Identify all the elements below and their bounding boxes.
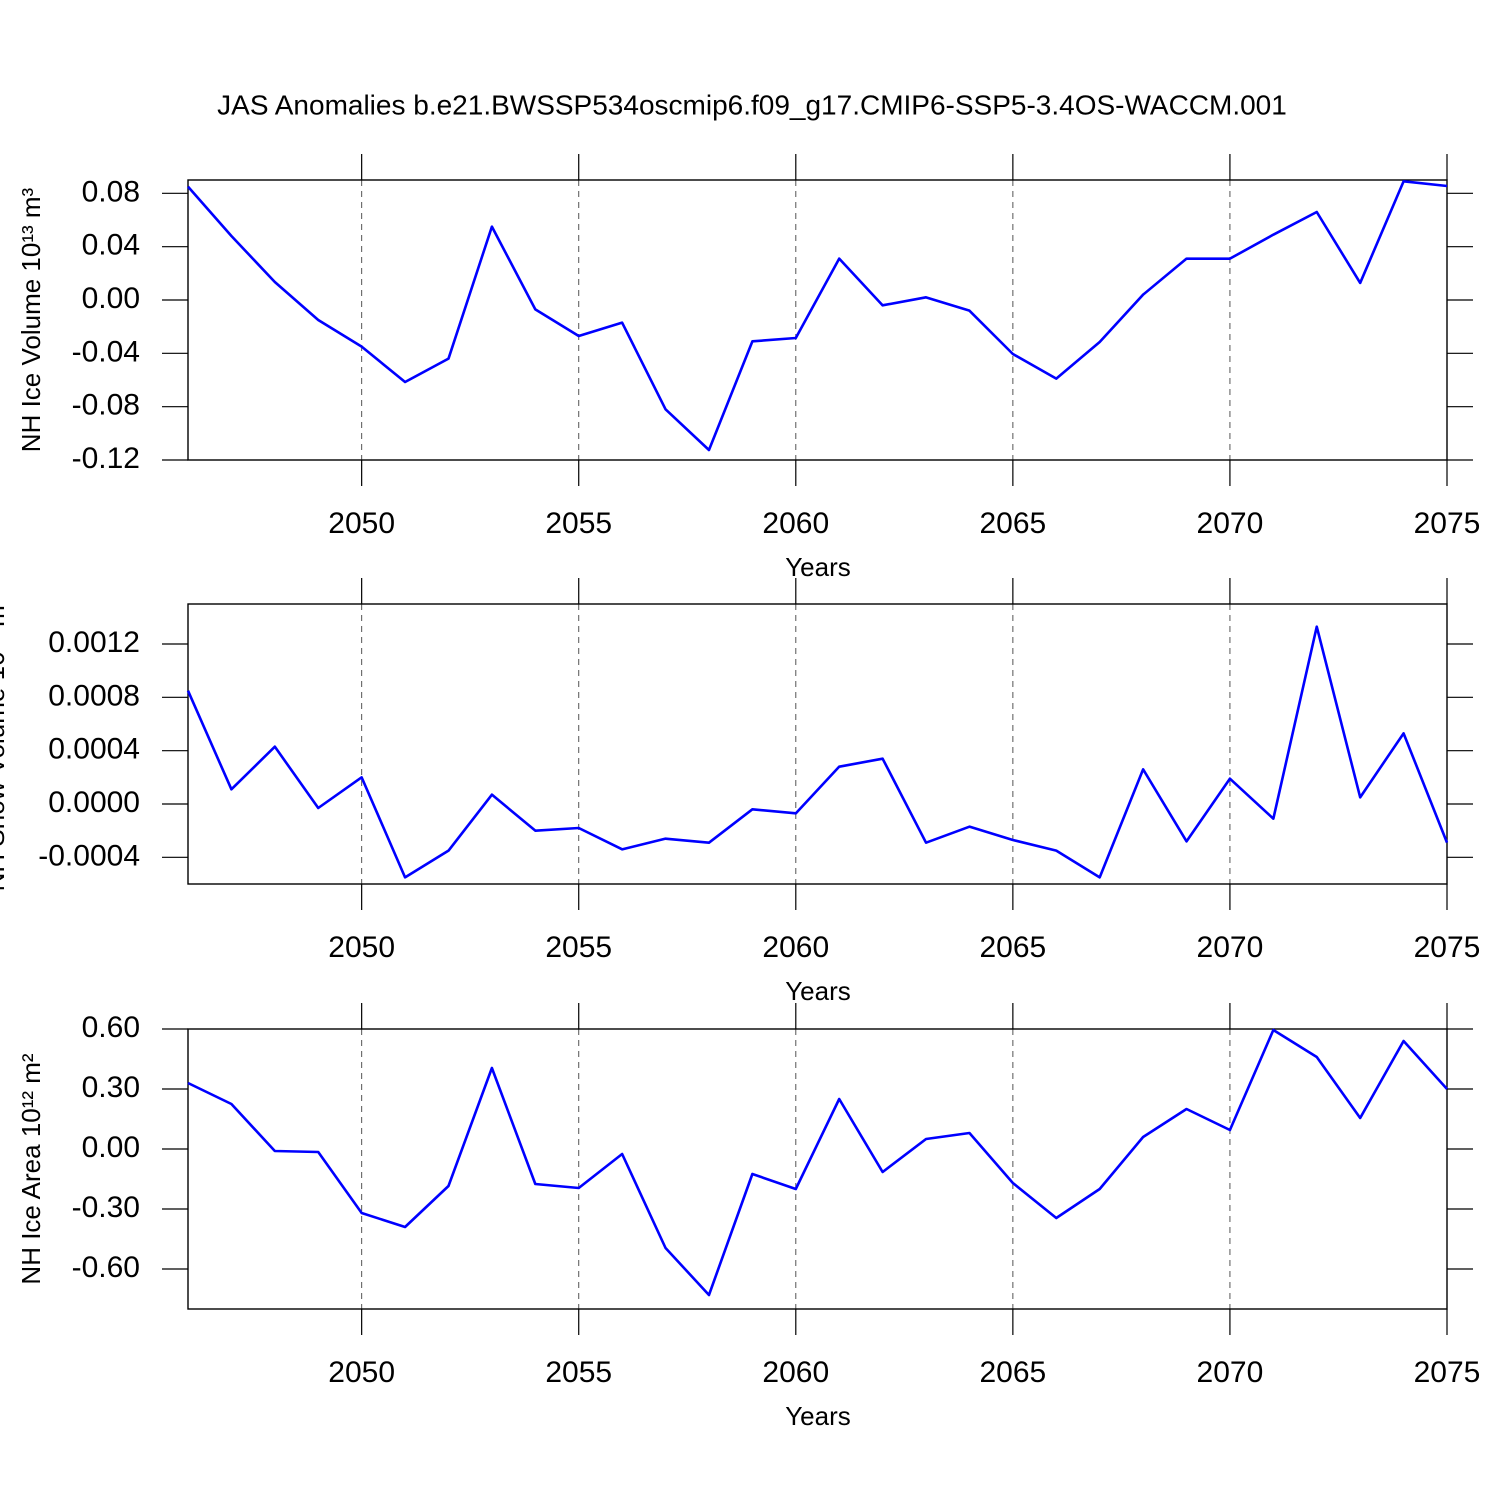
x-tick-label: 2075 xyxy=(1414,1356,1481,1389)
y-tick-label: 0.30 xyxy=(82,1071,140,1104)
data-line xyxy=(187,180,1448,452)
x-tick-label: 2070 xyxy=(1197,1356,1264,1389)
x-axis-label: Years xyxy=(785,552,851,582)
x-tick-label: 2070 xyxy=(1197,931,1264,964)
x-tick-label: 2060 xyxy=(762,507,829,540)
y-tick-label: -0.30 xyxy=(72,1191,140,1224)
x-tick-label: 2065 xyxy=(979,507,1046,540)
y-tick-label: 0.00 xyxy=(82,282,140,315)
x-tick-label: 2075 xyxy=(1414,931,1481,964)
y-tick-label: -0.12 xyxy=(72,442,140,475)
x-tick-label: 2050 xyxy=(328,931,395,964)
x-tick-label: 2065 xyxy=(979,1356,1046,1389)
y-axis-label: NH Ice Volume 10¹³ m³ xyxy=(16,187,46,452)
y-tick-label: -0.60 xyxy=(72,1251,140,1284)
x-tick-label: 2050 xyxy=(328,1356,395,1389)
y-tick-label: 0.0012 xyxy=(48,626,140,659)
plot-frame xyxy=(187,1028,1448,1310)
y-tick-label: 0.00 xyxy=(82,1131,140,1164)
plot-frame xyxy=(187,603,1448,885)
y-tick-label: 0.04 xyxy=(82,229,140,262)
y-tick-label: 0.0008 xyxy=(48,679,140,712)
plot-frame xyxy=(187,179,1448,461)
y-tick-label: 0.0000 xyxy=(48,786,140,819)
x-tick-label: 2055 xyxy=(545,507,612,540)
x-tick-label: 2055 xyxy=(545,931,612,964)
y-tick-label: 0.08 xyxy=(82,175,140,208)
x-tick-label: 2075 xyxy=(1414,507,1481,540)
data-line xyxy=(187,1028,1448,1297)
data-line xyxy=(186,625,1449,879)
x-axis-label: Years xyxy=(785,1401,851,1431)
x-tick-label: 2060 xyxy=(762,931,829,964)
y-tick-label: -0.08 xyxy=(72,389,140,422)
y-tick-label: 0.60 xyxy=(82,1011,140,1044)
y-axis-label: NH Ice Area 10¹² m² xyxy=(16,1053,46,1285)
x-tick-label: 2070 xyxy=(1197,507,1264,540)
y-tick-label: 0.0004 xyxy=(48,733,140,766)
x-tick-label: 2065 xyxy=(979,931,1046,964)
x-tick-label: 2055 xyxy=(545,1356,612,1389)
y-tick-label: -0.04 xyxy=(72,335,140,368)
x-tick-label: 2060 xyxy=(762,1356,829,1389)
y-axis-label: NH Snow Volume 10¹³ m³ xyxy=(0,596,10,891)
figure-title: JAS Anomalies b.e21.BWSSP534oscmip6.f09_… xyxy=(217,89,1287,120)
y-tick-label: -0.0004 xyxy=(38,839,140,872)
x-axis-label: Years xyxy=(785,976,851,1006)
x-tick-label: 2050 xyxy=(328,507,395,540)
